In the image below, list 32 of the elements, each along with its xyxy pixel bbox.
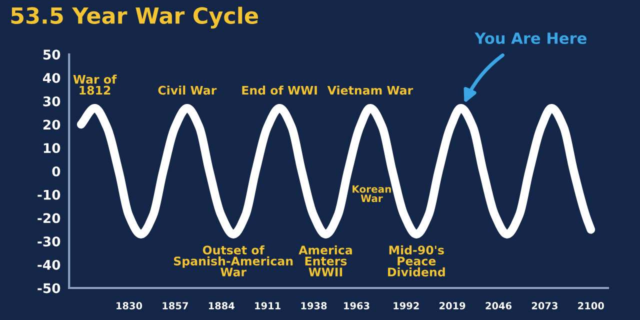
x-tick-label: 1992 <box>394 302 419 310</box>
y-tick-label: 0 <box>52 166 60 176</box>
y-tick-label: 30 <box>43 96 60 106</box>
annotation: You Are Here <box>474 32 586 44</box>
annotation: Mid-90's Peace Dividend <box>388 245 445 276</box>
x-tick-label: 2019 <box>440 302 466 310</box>
chart-title: 53.5 Year War Cycle <box>11 6 258 28</box>
annotation: Outset of Spanish-American War <box>174 245 293 276</box>
x-tick-label: 1963 <box>344 302 370 310</box>
annotation: Civil War <box>158 86 217 95</box>
x-tick-label: 1884 <box>208 302 234 310</box>
annotation: America Enters WWII <box>298 245 352 276</box>
annotation: End of WWI <box>242 86 317 95</box>
y-tick-label: -50 <box>38 283 60 294</box>
x-tick-label: 2046 <box>486 302 512 310</box>
y-tick-label: -40 <box>38 260 60 270</box>
y-tick-label: 10 <box>44 143 60 154</box>
x-tick-label: 2100 <box>578 302 604 310</box>
y-tick-label: -10 <box>38 190 60 200</box>
x-tick-label: 1830 <box>116 302 142 310</box>
annotation: Vietnam War <box>327 86 414 95</box>
y-tick-label: 40 <box>43 72 60 83</box>
y-tick-label: -30 <box>38 236 60 246</box>
annotation: War of 1812 <box>73 74 117 95</box>
y-tick-label: 50 <box>43 50 60 60</box>
annotation: Korean War <box>352 185 391 202</box>
y-tick-label: 20 <box>43 120 60 130</box>
x-tick-label: 2073 <box>532 302 558 310</box>
y-tick-label: -20 <box>38 213 60 224</box>
x-tick-label: 1911 <box>255 302 280 310</box>
x-tick-label: 1938 <box>301 302 327 310</box>
x-tick-label: 1857 <box>162 302 188 310</box>
